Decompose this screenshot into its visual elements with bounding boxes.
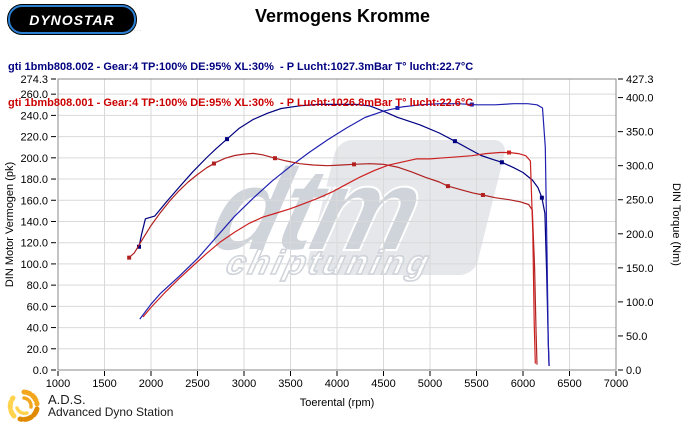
x-tick-label: 6500 [557,378,581,390]
x-tick-label: 4500 [371,378,395,390]
y-left-tick-label: 180.0 [20,174,48,186]
y-left-tick-label: 120.0 [20,238,48,250]
ads-logo: A.D.S. Advanced Dyno Station [6,388,173,424]
marker-gti-1bmb808-002-power [469,102,474,107]
x-tick-label: 4000 [325,378,349,390]
watermark-panel [307,140,505,275]
marker-gti-1bmb808-001-torque [272,156,277,161]
x-tick-label: 3000 [232,378,256,390]
legend: gti 1bmb808.002 - Gear:4 TP:100% DE:95% … [8,37,473,133]
marker-gti-1bmb808-002-torque [539,195,544,200]
x-axis-title: Toerental (rpm) [300,397,375,409]
watermark-chiptuning-text: chiptuning [223,244,436,281]
x-tick-label: 2000 [139,378,163,390]
y-left-tick-label: 100.0 [20,259,48,271]
marker-gti-1bmb808-001-torque [445,184,450,189]
y-left-tick-label: 240.0 [20,110,48,122]
y-left-tick-label: 274.3 [20,74,48,86]
marker-gti-1bmb808-001-torque [211,161,216,166]
y-left-tick-label: 260.0 [20,89,48,101]
y-right-tick-label: 50.0 [626,331,647,343]
x-tick-label: 1000 [46,378,70,390]
x-tick-label: 5500 [464,378,488,390]
ads-abbr: A.D.S. [48,392,86,407]
x-tick-label: 3500 [278,378,302,390]
x-tick-label: 2500 [185,378,209,390]
marker-gti-1bmb808-002-torque [137,244,142,249]
x-tick-label: 5000 [418,378,442,390]
curve-gti-1bmb808-002-power [139,103,550,366]
y-left-tick-label: 60.0 [27,301,48,313]
curve-gti-1bmb808-001-torque [128,152,538,365]
marker-gti-1bmb808-002-power [395,105,400,110]
marker-gti-1bmb808-001-torque [127,255,132,260]
y-right-tick-label: 400.0 [626,93,654,105]
curve-gti-1bmb808-002-torque [138,103,550,366]
y-right-tick-label: 150.0 [626,263,654,275]
y-left-tick-label: 20.0 [27,344,48,356]
y-left-axis-title: DIN Motor Vermogen (pk) [4,162,16,287]
legend-run-001: gti 1bmb808.001 - Gear:4 TP:100% DE:95% … [8,97,474,109]
logo-fineprint: ... [134,27,143,33]
y-left-tick-label: 80.0 [27,280,48,292]
x-tick-label: 7000 [604,378,628,390]
y-right-tick-label: 0.0 [626,365,641,377]
legend-run-002: gti 1bmb808.002 - Gear:4 TP:100% DE:95% … [8,61,474,73]
y-left-tick-label: 160.0 [20,195,48,207]
y-right-tick-label: 300.0 [626,161,654,173]
ads-swirl-icon [7,389,40,422]
y-right-tick-label: 100.0 [626,297,654,309]
y-right-tick-label: 427.3 [626,74,654,86]
ads-name: Advanced Dyno Station [48,405,174,419]
marker-gti-1bmb808-002-torque [452,139,457,144]
y-right-tick-label: 200.0 [626,229,654,241]
y-left-tick-label: 220.0 [20,132,48,144]
y-left-tick-label: 40.0 [27,323,48,335]
marker-gti-1bmb808-001-torque [352,162,357,167]
y-left-tick-label: 0.0 [33,365,48,377]
marker-gti-1bmb808-002-torque [224,137,229,142]
y-left-tick-label: 200.0 [20,153,48,165]
dynostar-logo-text: DYNOSTAR [29,11,115,28]
marker-gti-1bmb808-001-power [507,150,512,155]
marker-gti-1bmb808-001-torque [480,192,485,197]
dynostar-logo: DYNOSTAR [8,5,136,34]
y-right-tick-label: 250.0 [626,195,654,207]
y-left-tick-label: 140.0 [20,216,48,228]
marker-gti-1bmb808-002-torque [499,160,504,165]
x-tick-label: 6000 [511,378,535,390]
plot-border [57,78,617,371]
curve-gti-1bmb808-001-power [142,151,536,364]
x-tick-label: 1500 [92,378,116,390]
y-right-axis-title: DIN Torque (Nm) [670,183,682,266]
y-right-tick-label: 350.0 [626,127,654,139]
page-title: Vermogens Kromme [254,6,431,26]
